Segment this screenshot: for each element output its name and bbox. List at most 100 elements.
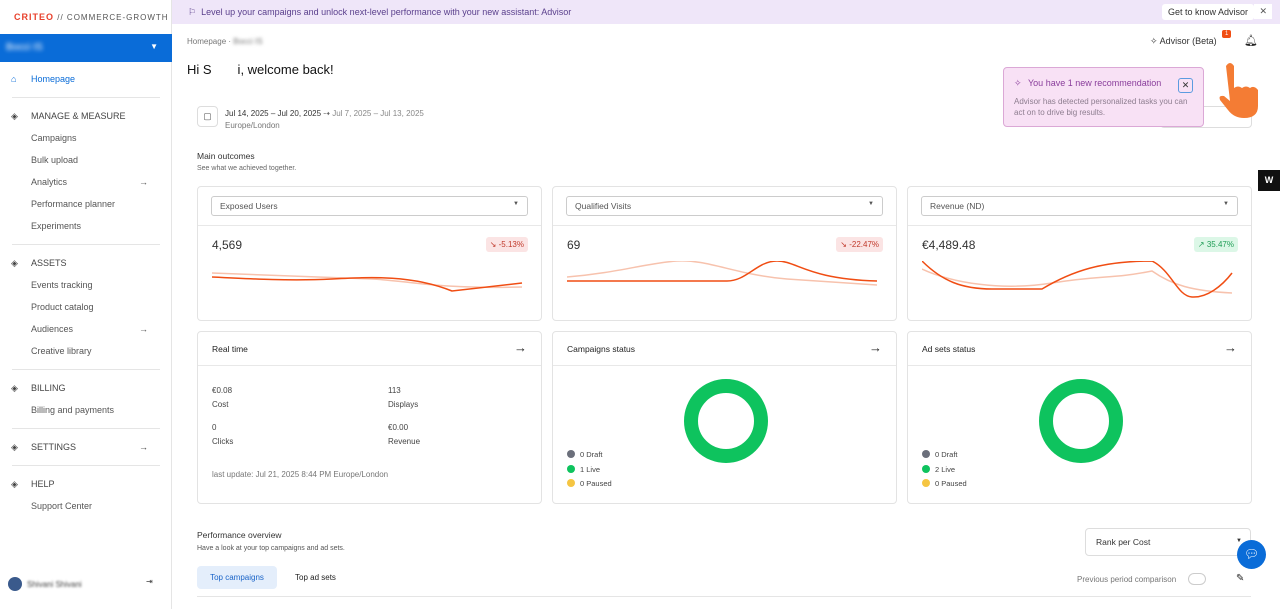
displays-label: Displays <box>388 400 419 409</box>
sidebar-section-help[interactable]: ◈ HELP <box>0 473 172 495</box>
waveform-icon: ◈ <box>11 111 18 121</box>
sidebar-item-homepage[interactable]: ⌂ Homepage <box>0 68 172 90</box>
metric-select[interactable]: Exposed Users ▼ <box>211 196 528 216</box>
layers-icon: ◈ <box>11 258 18 268</box>
clicks-label: Clicks <box>212 437 234 446</box>
tab-top-campaigns[interactable]: Top campaigns <box>197 566 277 589</box>
change-badge: ↘ -5.13% <box>485 237 528 252</box>
legend-live: 2 Live <box>922 463 967 478</box>
bell-icon[interactable]: 🔔︎ <box>1244 35 1258 47</box>
advisor-banner: ⚐ Level up your campaigns and unlock nex… <box>172 0 1280 24</box>
outcome-card: Exposed Users ▼ 4,569 ↘ -5.13% <box>197 186 542 321</box>
avatar <box>8 577 22 591</box>
section-label: SETTINGS <box>31 442 77 452</box>
cost-label: Cost <box>212 400 229 409</box>
account-name: Bocci IS <box>6 42 43 53</box>
get-to-know-advisor-button[interactable]: Get to know Advisor <box>1161 4 1254 20</box>
logout-icon[interactable]: ⇥ <box>146 577 153 586</box>
close-popover-icon[interactable]: ✕ <box>1178 78 1193 93</box>
home-icon: ⌂ <box>11 74 17 84</box>
compare-range: Jul 7, 2025 – Jul 13, 2025 <box>332 109 424 118</box>
sidebar-item[interactable]: Performance planner <box>0 193 172 215</box>
sidebar-item[interactable]: Audiences → <box>0 318 172 340</box>
page-title: Hi S i, welcome back! <box>187 62 334 77</box>
account-selector[interactable]: Bocci IS ▼ <box>0 34 172 62</box>
metric-select[interactable]: Revenue (ND) ▼ <box>921 196 1238 216</box>
trend-up-icon: ↗ <box>1197 240 1205 249</box>
product-name: // COMMERCE-GROWTH <box>57 13 169 22</box>
item-label: Performance planner <box>31 199 116 209</box>
sidebar-section-settings[interactable]: ◈ SETTINGS → <box>0 436 172 458</box>
flag-icon: ⚐ <box>188 7 197 17</box>
displays-value: 113 <box>388 386 401 395</box>
change-badge: ↘ -22.47% <box>836 237 883 252</box>
sidebar-item[interactable]: Bulk upload <box>0 149 172 171</box>
sidebar-item[interactable]: Campaigns <box>0 127 172 149</box>
sidebar-item[interactable]: Experiments <box>0 215 172 237</box>
item-label: Billing and payments <box>31 405 115 415</box>
breadcrumb-home[interactable]: Homepage <box>187 37 227 46</box>
item-label: Audiences <box>31 324 74 334</box>
chevron-down-icon: ▼ <box>868 201 874 207</box>
sidebar-item[interactable]: Billing and payments <box>0 399 172 421</box>
rank-select[interactable]: Rank per Cost ▼ <box>1085 528 1251 556</box>
metric-value: 69 <box>567 238 581 252</box>
rank-value: Rank per Cost <box>1096 537 1151 547</box>
current-period-line <box>212 276 523 292</box>
user-profile[interactable]: Shivani Shivani ⇥ <box>8 577 153 591</box>
logo[interactable]: CRITEO // COMMERCE-GROWTH <box>14 12 169 22</box>
sidebar-item[interactable]: Events tracking <box>0 274 172 296</box>
card-icon: ◈ <box>11 383 18 393</box>
arrow-right-icon: → <box>139 177 148 187</box>
sidebar-item[interactable]: Creative library <box>0 340 172 362</box>
section-subtitle: See what we achieved together. <box>197 165 297 172</box>
sparkle-icon: ✧ <box>1014 78 1022 88</box>
sidebar-item[interactable]: Support Center <box>0 495 172 517</box>
sparkle-icon: ✧ <box>1150 36 1158 46</box>
item-label: Product catalog <box>31 302 94 312</box>
help-icon: ◈ <box>11 479 18 489</box>
legend-paused: 0 Paused <box>567 477 612 492</box>
revenue-value: €0.00 <box>388 423 409 432</box>
advisor-button[interactable]: ✧ Advisor (Beta) <box>1150 36 1217 47</box>
sidebar-section-assets[interactable]: ◈ ASSETS <box>0 252 172 274</box>
sidebar-item[interactable]: Analytics → <box>0 171 172 193</box>
sidebar-section-billing[interactable]: ◈ BILLING <box>0 377 172 399</box>
sparkline <box>212 272 523 292</box>
arrow-right-icon[interactable]: → <box>869 340 882 355</box>
section-label: HELP <box>31 479 55 489</box>
comparison-toggle[interactable] <box>1188 573 1206 585</box>
arrow-right-icon: → <box>139 442 148 452</box>
section-label: MANAGE & MEASURE <box>31 111 126 121</box>
section-label: BILLING <box>31 383 66 393</box>
logo-text: CRITEO <box>14 12 55 22</box>
calendar-icon: ▢ <box>197 106 218 127</box>
metric-name: Exposed Users <box>220 201 278 211</box>
chat-icon[interactable]: 💬︎ <box>1237 540 1266 569</box>
metric-name: Qualified Visits <box>575 201 632 211</box>
edit-icon[interactable]: ✎ <box>1236 573 1245 584</box>
revenue-label: Revenue <box>388 437 421 446</box>
item-label: Analytics <box>31 177 68 187</box>
arrow-right-icon[interactable]: → <box>1224 340 1237 355</box>
breadcrumb-current: Bocci IS <box>233 37 263 46</box>
comparison-label: Previous period comparison <box>1077 575 1177 584</box>
campaigns-status-card: Campaigns status → 0 Draft 1 Live 0 Paused <box>552 331 897 504</box>
widget-icon[interactable]: W <box>1258 170 1280 191</box>
clicks-value: 0 <box>212 423 217 432</box>
arrow-right-icon: → <box>139 324 148 334</box>
metric-select[interactable]: Qualified Visits ▼ <box>566 196 883 216</box>
sidebar-item[interactable]: Product catalog <box>0 296 172 318</box>
sparkline <box>567 261 878 286</box>
label: Homepage <box>31 74 76 84</box>
banner-text: Level up your campaigns and unlock next-… <box>201 7 572 17</box>
arrow-right-icon[interactable]: → <box>514 340 527 355</box>
sidebar-section-manage-measure[interactable]: ◈ MANAGE & MEASURE <box>0 105 172 127</box>
gear-icon: ◈ <box>11 442 18 452</box>
close-banner-icon[interactable]: ✕ <box>1254 4 1272 19</box>
previous-period-line <box>212 272 523 289</box>
tab-top-ad-sets[interactable]: Top ad sets <box>295 573 336 582</box>
pointing-hand-icon <box>1219 63 1258 118</box>
outcome-card: Qualified Visits ▼ 69 ↘ -22.47% <box>552 186 897 321</box>
status-donut <box>1039 379 1123 463</box>
